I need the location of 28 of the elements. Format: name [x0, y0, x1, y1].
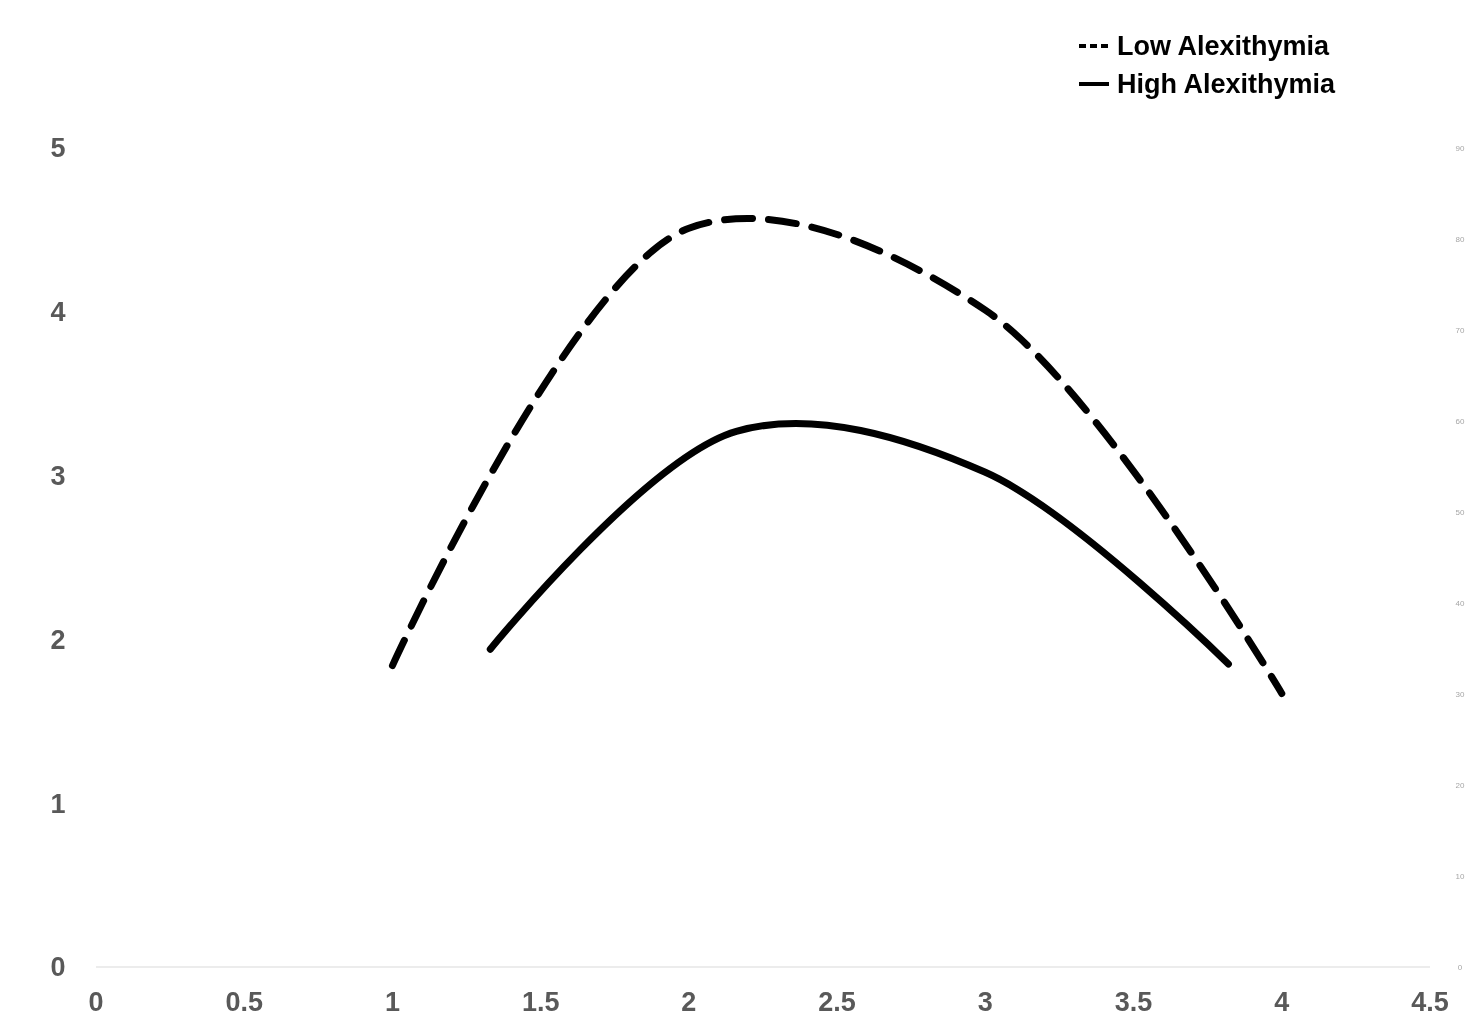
x-tick-label: 4.5	[1411, 987, 1449, 1017]
x-tick-label: 0.5	[225, 987, 263, 1017]
y2-tick-label: 40	[1455, 598, 1465, 608]
y2-tick-label: 10	[1455, 871, 1465, 881]
y2-tick-label: 60	[1455, 416, 1465, 426]
y-tick-label: 3	[50, 461, 66, 492]
x-tick-label: 4	[1274, 987, 1290, 1017]
y-tick-label: 1	[50, 788, 66, 819]
y-tick-label: 5	[50, 133, 66, 164]
y-tick-label: 0	[50, 952, 66, 983]
x-tick-label: 2	[681, 987, 697, 1017]
y2-tick-label: 80	[1455, 234, 1465, 244]
x-tick-label: 0	[88, 987, 104, 1017]
y-tick-label: 4	[50, 297, 66, 328]
x-tick-label: 1	[384, 987, 400, 1017]
x-tick-label: 1.5	[521, 987, 560, 1017]
y2-tick-label: 0	[1457, 962, 1463, 972]
x-tick-label: 3.5	[1114, 987, 1153, 1017]
legend-label: Low Alexithymia	[1117, 31, 1331, 62]
y2-tick-label: 20	[1455, 780, 1465, 790]
x-tick-label: 3	[977, 987, 993, 1017]
x-tick-label: 2.5	[818, 987, 856, 1017]
y2-tick-label: 30	[1455, 689, 1465, 699]
y2-tick-label: 70	[1455, 325, 1465, 335]
legend-label: High Alexithymia	[1117, 69, 1337, 100]
y-tick-label: 2	[50, 624, 66, 655]
y2-tick-label: 90	[1455, 143, 1465, 153]
y2-tick-label: 50	[1455, 507, 1465, 517]
